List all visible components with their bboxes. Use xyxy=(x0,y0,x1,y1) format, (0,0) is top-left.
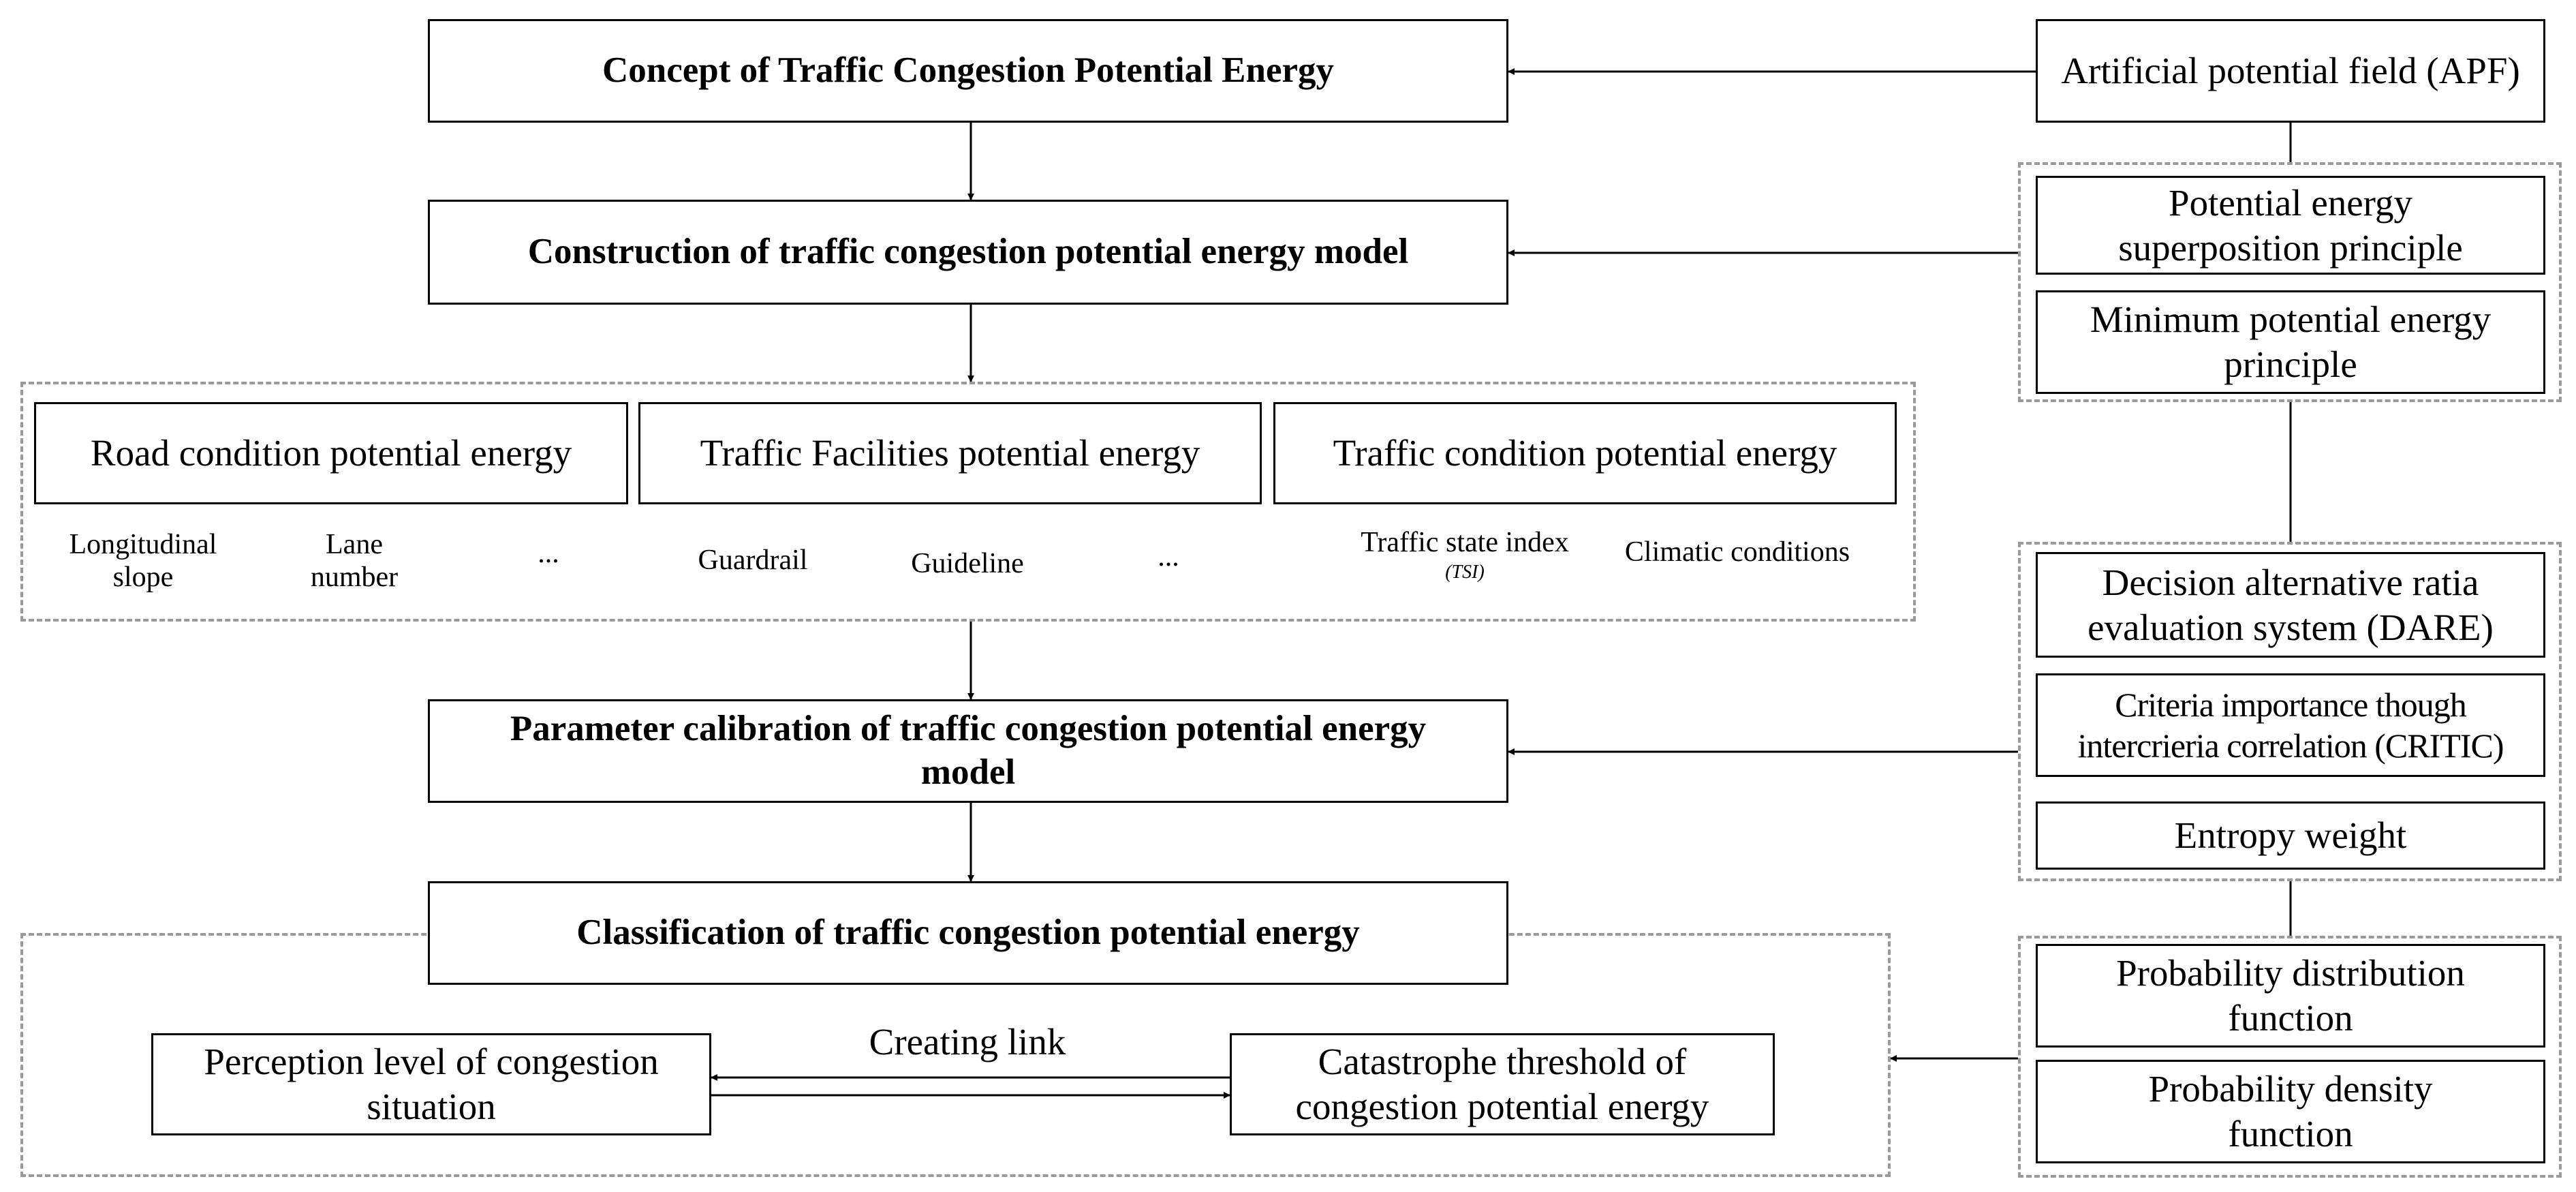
item-guardrail: Guardrail xyxy=(698,545,808,576)
item-lane-number: Lane number xyxy=(310,529,399,594)
construction-box: Construction of traffic congestion poten… xyxy=(428,200,1508,305)
critic-box: Criteria importance though intercrieria … xyxy=(2036,673,2545,777)
entropy-weight-box: Entropy weight xyxy=(2036,801,2545,870)
minimum-principle-box: Minimum potential energy principle xyxy=(2036,290,2545,394)
dare-box: Decision alternative ratia evaluation sy… xyxy=(2036,552,2545,658)
concept-box: Concept of Traffic Congestion Potential … xyxy=(428,19,1508,123)
calibration-box: Parameter calibration of traffic congest… xyxy=(428,699,1508,803)
traffic-condition-label: Traffic condition potential energy xyxy=(1333,432,1837,474)
creating-link-label: Creating link xyxy=(869,1021,1066,1063)
item-facilities-ellipsis: ... xyxy=(1158,541,1179,572)
concept-label: Concept of Traffic Congestion Potential … xyxy=(602,50,1335,91)
entropy-weight-label: Entropy weight xyxy=(2174,814,2407,856)
superposition-principle-label: Potential energy superposition principle xyxy=(2118,181,2463,269)
catastrophe-threshold-label: Catastrophe threshold of congestion pote… xyxy=(1295,1041,1709,1127)
dare-label: Decision alternative ratia evaluation sy… xyxy=(2088,561,2494,648)
perception-level-label: Perception level of congestion situation xyxy=(204,1041,659,1127)
apf-box: Artificial potential field (APF) xyxy=(2036,19,2545,123)
item-traffic-state-index: Traffic state index (TSI) xyxy=(1308,526,1621,583)
probability-frame xyxy=(2018,936,2562,1178)
probability-density-label: Probability density function xyxy=(2148,1068,2433,1155)
weights-frame xyxy=(2018,542,2562,881)
tsi-label: Traffic state index xyxy=(1361,527,1569,558)
calibration-label: Parameter calibration of traffic congest… xyxy=(510,709,1427,792)
perception-level-box: Perception level of congestion situation xyxy=(151,1033,711,1135)
minimum-principle-label: Minimum potential energy principle xyxy=(2090,299,2492,385)
item-longitudinal-slope: Longitudinal slope xyxy=(69,529,217,594)
probability-distribution-label: Probability distribution function xyxy=(2116,952,2465,1039)
classification-box: Classification of traffic congestion pot… xyxy=(428,881,1508,985)
construction-label: Construction of traffic congestion poten… xyxy=(527,232,1409,272)
item-road-ellipsis: ... xyxy=(538,538,559,569)
potential-energy-group-frame xyxy=(20,382,1916,622)
traffic-facilities-box: Traffic Facilities potential energy xyxy=(638,402,1262,504)
traffic-condition-box: Traffic condition potential energy xyxy=(1273,402,1897,504)
road-condition-box: Road condition potential energy xyxy=(34,402,628,504)
traffic-facilities-label: Traffic Facilities potential energy xyxy=(700,432,1200,474)
probability-distribution-box: Probability distribution function xyxy=(2036,944,2545,1048)
apf-label: Artificial potential field (APF) xyxy=(2061,50,2520,91)
classification-label: Classification of traffic congestion pot… xyxy=(576,913,1360,953)
critic-label: Criteria importance though intercrieria … xyxy=(2077,686,2504,765)
superposition-principle-box: Potential energy superposition principle xyxy=(2036,176,2545,275)
item-guideline: Guideline xyxy=(911,548,1024,579)
principles-frame xyxy=(2018,162,2562,402)
catastrophe-threshold-box: Catastrophe threshold of congestion pote… xyxy=(1230,1033,1775,1135)
item-climatic-conditions: Climatic conditions xyxy=(1624,536,1850,568)
tsi-abbreviation: (TSI) xyxy=(1445,562,1485,583)
probability-density-box: Probability density function xyxy=(2036,1060,2545,1163)
road-condition-label: Road condition potential energy xyxy=(90,432,572,474)
